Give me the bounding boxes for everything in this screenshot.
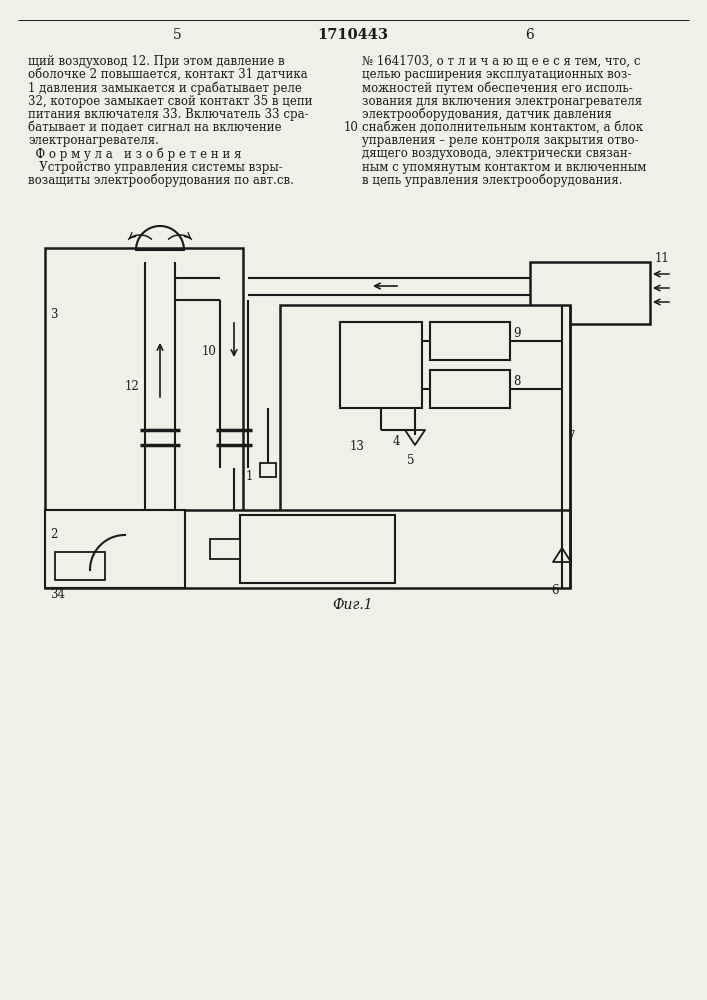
Text: ным с упомянутым контактом и включенным: ным с упомянутым контактом и включенным [362,161,646,174]
Text: питания включателя 33. Включатель 33 сра-: питания включателя 33. Включатель 33 сра… [28,108,309,121]
Bar [240,515,395,583]
Text: 2: 2 [50,528,57,541]
Text: 10: 10 [344,121,358,134]
Text: 32, которое замыкает свой контакт 35 в цепи: 32, которое замыкает свой контакт 35 в ц… [28,95,312,108]
Bar [557,564,567,574]
Bar [280,305,570,565]
Text: 3: 3 [50,308,57,321]
Bar [45,510,570,588]
Text: 5: 5 [173,28,182,42]
Text: зования для включения электронагревателя: зования для включения электронагревателя [362,95,642,108]
Text: № 1641703, о т л и ч а ю щ е е с я тем, что, с: № 1641703, о т л и ч а ю щ е е с я тем, … [362,55,641,68]
Bar [55,552,105,580]
Text: электрооборудования, датчик давления: электрооборудования, датчик давления [362,108,612,121]
Text: можностей путем обеспечения его исполь-: можностей путем обеспечения его исполь- [362,81,633,95]
Text: 6: 6 [551,584,559,597]
Text: Фиг.1: Фиг.1 [333,598,373,612]
Text: 12: 12 [125,380,140,393]
Text: 11: 11 [655,252,670,265]
Text: 6: 6 [525,28,534,42]
Bar [210,539,240,559]
Text: оболочке 2 повышается, контакт 31 датчика: оболочке 2 повышается, контакт 31 датчик… [28,68,308,81]
Text: возащиты электрооборудования по авт.св.: возащиты электрооборудования по авт.св. [28,174,294,187]
Text: в цепь управления электрооборудования.: в цепь управления электрооборудования. [362,174,622,187]
Text: 34: 34 [50,588,65,601]
Text: щий воздуховод 12. При этом давление в: щий воздуховод 12. При этом давление в [28,55,285,68]
Text: снабжен дополнительным контактом, а блок: снабжен дополнительным контактом, а блок [362,121,643,134]
Bar [260,463,276,477]
Bar [340,322,422,408]
Bar [45,510,185,588]
Text: 10: 10 [202,345,217,358]
Text: 9: 9 [513,327,520,340]
Text: электронагревателя.: электронагревателя. [28,134,159,147]
Text: 1710443: 1710443 [317,28,389,42]
Bar [430,322,510,360]
Text: 4: 4 [393,435,400,448]
Bar [430,370,510,408]
Text: Ф о р м у л а   и з о б р е т е н и я: Ф о р м у л а и з о б р е т е н и я [28,147,242,161]
Text: Устройство управления системы взры-: Устройство управления системы взры- [28,161,283,174]
Text: батывает и подает сигнал на включение: батывает и подает сигнал на включение [28,121,281,134]
Bar [530,262,650,324]
Text: 5: 5 [407,454,415,467]
Bar [45,248,243,568]
Text: 1 давления замыкается и срабатывает реле: 1 давления замыкается и срабатывает реле [28,81,302,95]
Text: 7: 7 [568,430,575,443]
Text: 13: 13 [350,440,365,453]
Text: 8: 8 [513,375,520,388]
Text: 1: 1 [246,470,253,483]
Text: управления – реле контроля закрытия отво-: управления – реле контроля закрытия отво… [362,134,638,147]
Text: целью расширения эксплуатационных воз-: целью расширения эксплуатационных воз- [362,68,631,81]
Text: дящего воздуховода, электрически связан-: дящего воздуховода, электрически связан- [362,147,632,160]
